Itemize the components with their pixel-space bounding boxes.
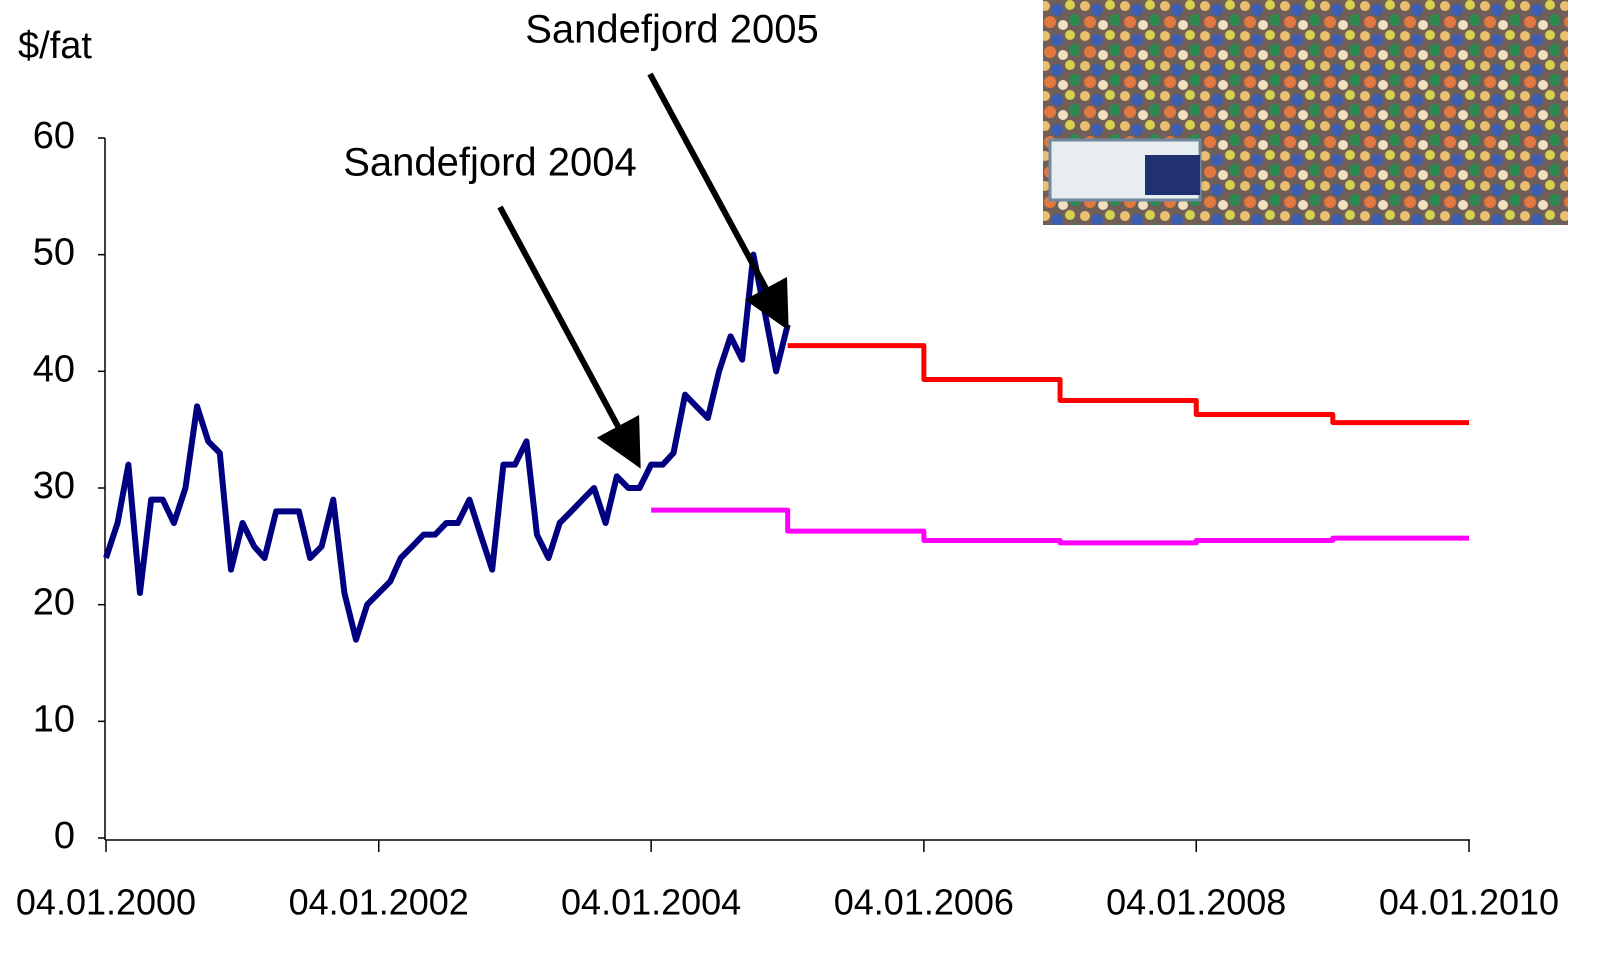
annotation: Sandefjord 2005 — [525, 8, 819, 52]
x-tick-label: 04.01.2010 — [1379, 882, 1559, 923]
annotation-arrow — [500, 207, 635, 458]
x-tick-label: 04.01.2004 — [561, 882, 741, 923]
page: {"chart_data": {"type": "line", "y_label… — [0, 0, 1617, 956]
y-tick-label: 40 — [33, 348, 75, 390]
annotation: Sandefjord 2004 — [343, 141, 637, 185]
annotation-arrow — [650, 74, 783, 320]
y-tick-label: 0 — [54, 815, 75, 857]
series-line — [651, 510, 1469, 543]
chart: $/fat Sandefjord 2004 Sandefjord 2005 0 1… — [0, 0, 1617, 956]
y-tick-label: 20 — [33, 582, 75, 624]
y-tick-label: 50 — [33, 232, 75, 274]
y-tick-label: 30 — [33, 465, 75, 507]
y-tick-label: 60 — [33, 115, 75, 157]
photo — [1043, 0, 1568, 225]
y-tick-label: 10 — [33, 698, 75, 740]
y-axis-label: $/fat — [18, 25, 92, 67]
x-tick-label: 04.01.2002 — [289, 882, 469, 923]
series-line — [106, 255, 788, 640]
x-tick-label: 04.01.2008 — [1106, 882, 1286, 923]
x-tick-label: 04.01.2000 — [16, 882, 196, 923]
series-line — [788, 346, 1469, 423]
x-tick-label: 04.01.2006 — [834, 882, 1014, 923]
plot — [106, 255, 1469, 640]
